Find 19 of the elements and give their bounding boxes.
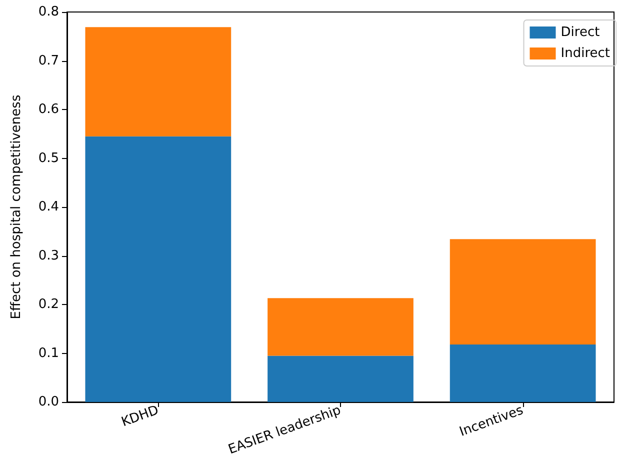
- y-tick-label: 0.3: [38, 248, 59, 264]
- bar: [268, 356, 414, 402]
- legend-label: Direct: [560, 25, 600, 40]
- y-tick-label: 0.4: [38, 200, 59, 214]
- legend-label: Indirect: [560, 46, 610, 61]
- y-tick-label: 0.1: [38, 346, 59, 361]
- y-tick-label: 0.2: [38, 297, 59, 312]
- bar: [450, 239, 596, 344]
- y-tick-label: 0.5: [38, 150, 59, 166]
- y-axis-title: Effect on hospital competitiveness: [9, 94, 24, 320]
- y-tick-label: 0.7: [38, 53, 59, 68]
- y-tick-label: 0.8: [38, 4, 59, 20]
- bar: [268, 298, 414, 356]
- x-tick-label: KDHD: [120, 402, 161, 430]
- y-tick-label: 0.0: [38, 394, 59, 410]
- bar: [450, 344, 596, 402]
- bar: [85, 27, 232, 136]
- bar: [85, 136, 232, 402]
- y-tick-label: 0.6: [38, 102, 59, 117]
